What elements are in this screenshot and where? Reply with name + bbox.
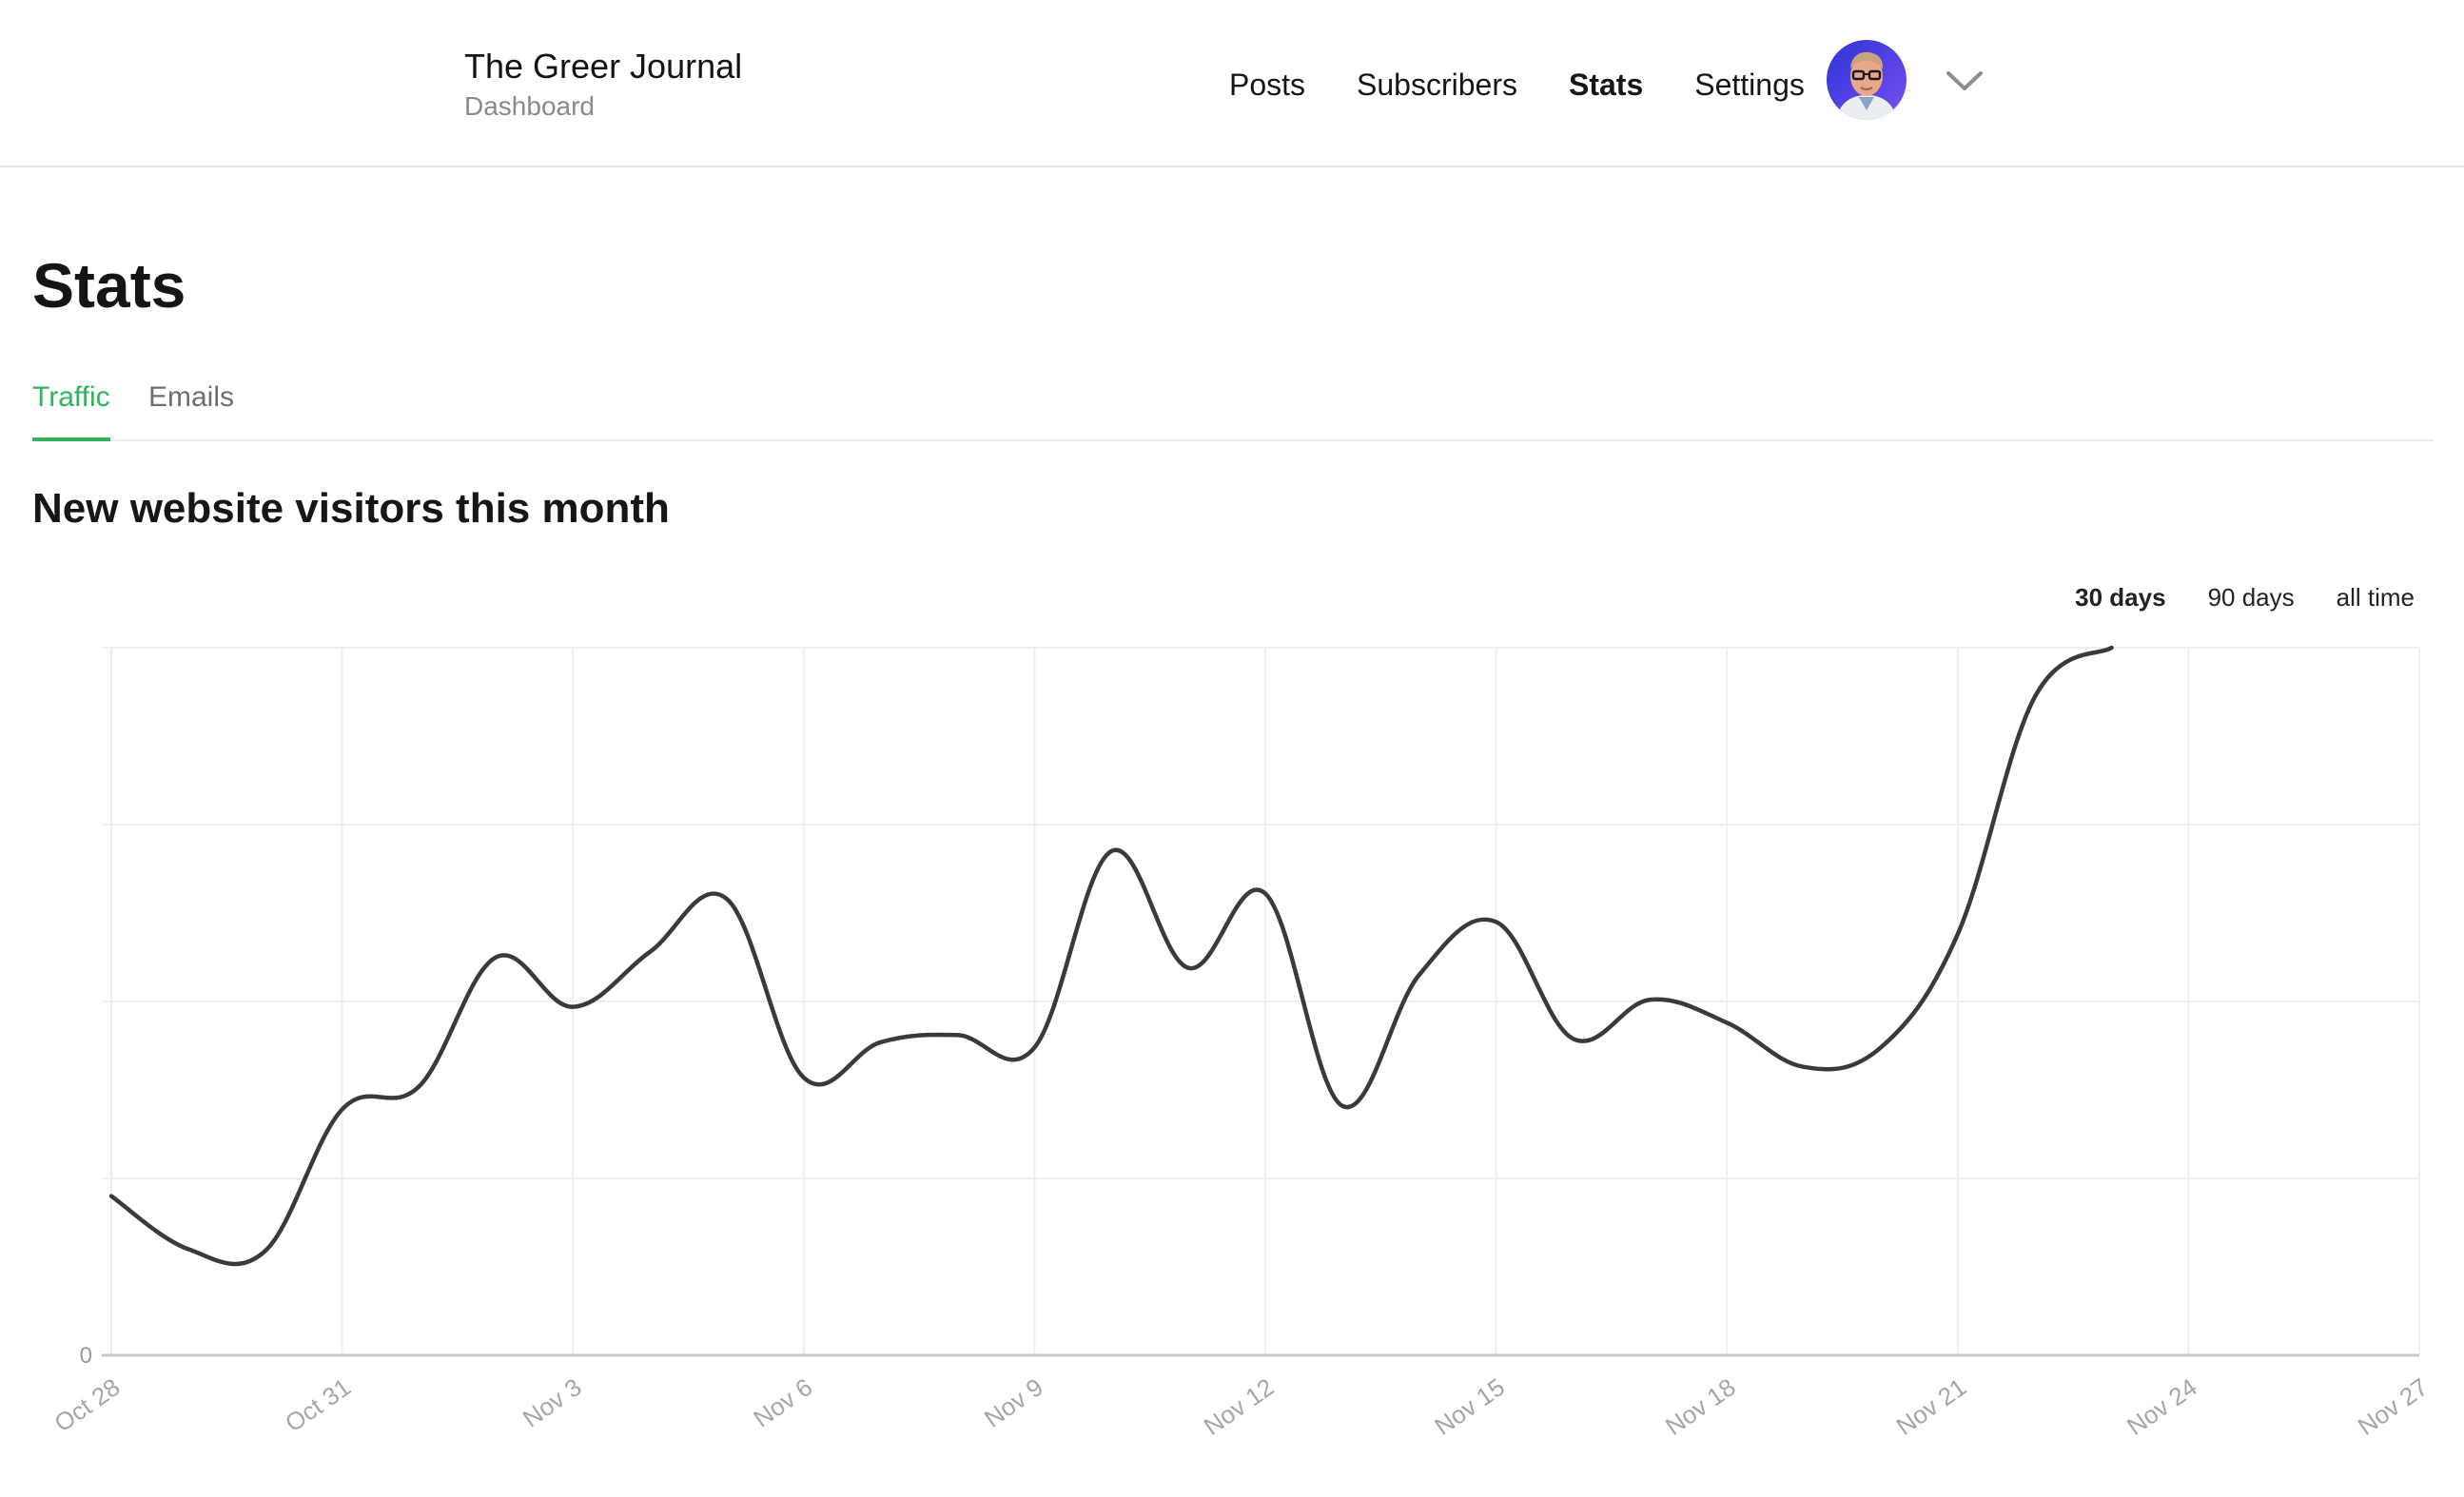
range-30-days[interactable]: 30 days — [2075, 583, 2166, 612]
data-point — [263, 1248, 268, 1254]
chart-grid — [102, 647, 2420, 1355]
data-point — [108, 1194, 114, 1199]
data-point — [1340, 1103, 1345, 1109]
data-point — [416, 1083, 421, 1089]
stats-tabs: Traffic Emails — [32, 373, 2434, 441]
x-tick-label: Nov 21 — [1891, 1372, 1972, 1441]
nav-stats[interactable]: Stats — [1568, 68, 1644, 102]
page-title: Stats — [32, 250, 186, 321]
chart-series — [108, 645, 2115, 1267]
nav-subscribers[interactable]: Subscribers — [1357, 68, 1517, 102]
visitors-series-line — [108, 645, 2114, 1267]
publication-title[interactable]: The Greer Journal — [464, 47, 743, 86]
x-tick-label: Oct 28 — [49, 1372, 126, 1438]
data-point — [1570, 1036, 1575, 1041]
dashboard-subtitle: Dashboard — [464, 91, 595, 121]
data-point — [1185, 965, 1191, 971]
data-point — [1724, 1020, 1730, 1025]
range-all-time[interactable]: all time — [2336, 583, 2415, 612]
data-point — [801, 1075, 807, 1080]
data-point — [1878, 1044, 1884, 1050]
app-header: The Greer Journal Dashboard Posts Subscr… — [0, 0, 2464, 167]
x-tick-label: Nov 12 — [1199, 1372, 1280, 1441]
data-point — [1417, 972, 1422, 978]
data-point — [2032, 694, 2038, 700]
range-toggle: 30 days 90 days all time — [2033, 580, 2415, 614]
section-title: New website visitors this month — [32, 485, 670, 532]
data-point — [1955, 931, 1961, 937]
data-point — [1494, 919, 1499, 924]
avatar-photo-icon — [1827, 40, 1907, 120]
tab-emails[interactable]: Emails — [148, 381, 235, 413]
y-tick-label: 0 — [80, 1343, 92, 1369]
nav-settings[interactable]: Settings — [1694, 68, 1805, 102]
x-tick-label: Nov 15 — [1429, 1372, 1510, 1441]
data-point — [186, 1246, 191, 1252]
data-point — [1262, 891, 1268, 897]
data-point — [570, 1004, 576, 1010]
tab-traffic[interactable]: Traffic — [32, 377, 110, 441]
data-point — [878, 1040, 884, 1045]
data-point — [2109, 645, 2115, 651]
data-point — [647, 949, 653, 955]
main-nav: Posts Subscribers Stats Settings — [1229, 61, 1856, 108]
range-90-days[interactable]: 90 days — [2207, 583, 2295, 612]
brand[interactable]: The Greer Journal Dashboard — [464, 46, 742, 124]
data-point — [1031, 1044, 1037, 1050]
data-point — [1647, 997, 1652, 1002]
visitors-line-chart: 0 Oct 28 Oct 31 Nov 3 Nov 6 Nov 9 Nov 12 Nov 15… — [49, 645, 2434, 1441]
x-tick-label: Oct 31 — [280, 1372, 356, 1438]
data-point — [493, 955, 499, 961]
data-point — [724, 896, 730, 902]
chart-labels: 0 Oct 28 Oct 31 Nov 3 Nov 6 Nov 9 Nov 12 Nov 15… — [49, 1343, 2434, 1441]
x-tick-label: Nov 3 — [518, 1372, 587, 1433]
nav-posts[interactable]: Posts — [1229, 68, 1306, 102]
data-point — [1801, 1064, 1807, 1070]
data-point — [1108, 848, 1114, 854]
x-tick-label: Nov 24 — [2122, 1372, 2202, 1441]
x-tick-label: Nov 18 — [1660, 1372, 1741, 1441]
chevron-down-icon[interactable] — [1943, 67, 1986, 95]
x-tick-label: Nov 6 — [748, 1372, 817, 1433]
x-tick-label: Nov 27 — [2353, 1372, 2434, 1441]
data-point — [340, 1106, 345, 1112]
x-tick-label: Nov 9 — [979, 1372, 1048, 1433]
data-point — [955, 1032, 961, 1038]
user-avatar[interactable] — [1827, 40, 1907, 120]
